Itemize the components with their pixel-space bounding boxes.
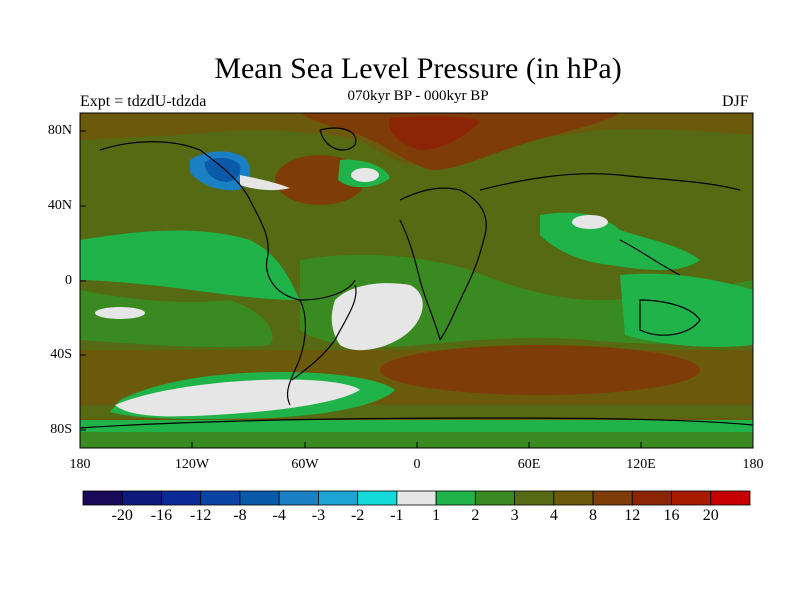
lat-label-40n: 40N [47,198,72,213]
lon-label-120w: 120W [174,457,210,472]
colorbar-swatch [435,490,476,506]
colorbar-swatch [592,490,633,506]
colorbar-label: 1 [432,507,441,524]
experiment-label: Expt = tdzdU-tdzda [80,93,207,110]
colorbar-swatch [514,490,555,506]
colorbar-label: -2 [350,507,365,524]
colorbar-swatch [553,490,594,506]
lat-label-80s: 80S [50,422,72,437]
colorbar-swatch [161,490,202,506]
colorbar-swatch [710,490,751,506]
colorbar-label: 2 [471,507,480,524]
lat-label-80n: 80N [47,123,72,138]
colorbar-label: 12 [624,507,641,524]
colorbar-label: -1 [390,507,404,524]
colorbar-swatch [357,490,398,506]
axis-ticks [80,130,642,448]
colorbar-swatch [631,490,672,506]
map-subtitle: 070kyr BP - 000kyr BP [347,88,489,104]
lat-label-eq: 0 [65,273,72,288]
colorbar-swatch [396,490,437,506]
lon-label-0: 0 [413,457,421,472]
colorbar-label: -3 [311,507,326,524]
colorbar-swatch [318,490,359,506]
colorbar-swatch [474,490,515,506]
colorbar-label: -4 [272,507,286,524]
colorbar-swatch [82,490,123,506]
colorbar-swatch [278,490,319,506]
season-label: DJF [722,93,749,110]
colorbar-swatch [239,490,280,506]
lon-label-120e: 120E [626,457,656,472]
lon-label-60e: 60E [517,457,541,472]
lat-label-40s: 40S [50,347,72,362]
lon-label-180e: 180 [742,457,764,472]
colorbar-label: -8 [233,507,247,524]
colorbar-label: 3 [510,507,519,524]
pressure-field [80,113,753,448]
lon-label-180w: 180 [69,457,91,472]
colorbar-swatch [200,490,241,506]
colorbar-swatch [121,490,162,506]
colorbar-label: 4 [549,507,558,524]
colorbar-label: -12 [190,507,212,524]
colorbar-label: 8 [589,507,598,524]
map-title: Mean Sea Level Pressure (in hPa) [214,52,622,85]
colorbar-swatch [671,490,712,506]
colorbar-label: 20 [702,507,719,524]
colorbar-label: 16 [663,507,680,524]
colorbar-label: -16 [150,507,173,524]
colorbar-label: -20 [111,507,133,524]
lon-label-60w: 60W [291,457,319,472]
